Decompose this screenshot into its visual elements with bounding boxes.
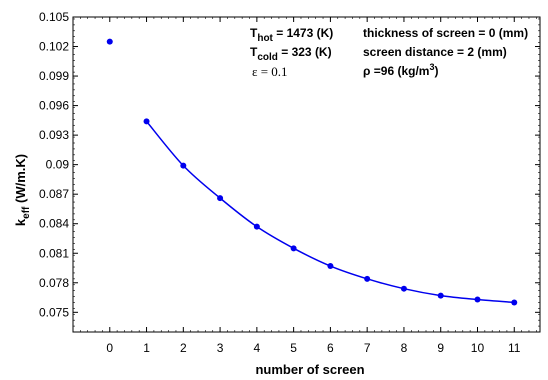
y-tick-label: 0.081 [39,246,69,260]
x-tick-label: 2 [180,341,187,355]
annotation-block: Thot = 1473 (K) Tcold = 323 (K) ε = 0.1 … [250,26,528,79]
annotation-t-cold: Tcold = 323 (K) [250,45,332,63]
y-tick-label: 0.096 [39,99,69,113]
y-axis-title: keff (W/m.K) [13,154,32,226]
annotation-emissivity: ε = 0.1 [252,64,288,79]
x-tick-label: 10 [471,341,485,355]
x-tick-label: 6 [327,341,334,355]
x-tick-label: 0 [106,341,113,355]
series-layer [106,38,518,306]
annotation-t-hot: Thot = 1473 (K) [250,26,333,44]
y-axis-title-sub: eff [21,206,32,219]
plot-frame [72,16,541,333]
data-point [364,275,371,282]
y-tick-label: 0.105 [39,10,69,24]
y-tick-label: 0.093 [39,128,69,142]
plot-border [72,16,541,333]
x-axis: 0 1 2 3 4 5 6 7 8 9 10 11 [106,17,521,355]
x-tick-label: 8 [401,341,408,355]
y-tick-label: 0.075 [39,305,69,319]
x-tick-label: 5 [290,341,297,355]
x-tick-label: 1 [143,341,150,355]
series-line [145,120,515,304]
y-tick-label: 0.09 [46,158,70,172]
data-point [400,285,407,292]
y-axis-title-main: k [13,218,28,226]
data-point [290,245,297,252]
minor-ticks [72,17,540,333]
annotation-density: ρ =96 (kg/m3) [363,62,438,78]
x-tick-label: 4 [254,341,261,355]
y-tick-label: 0.084 [39,217,69,231]
data-point [143,118,150,125]
y-tick-label: 0.078 [39,276,69,290]
data-point [253,223,260,230]
x-tick-label: 9 [437,341,444,355]
y-tick-label: 0.099 [39,69,69,83]
x-tick-label: 3 [217,341,224,355]
annotation-distance: screen distance = 2 (mm) [363,45,507,59]
y-axis: 0.075 0.078 0.081 0.084 0.087 0.09 0.093 0.096 0… [39,10,540,319]
data-point [511,299,518,306]
data-point [180,162,187,169]
data-point [106,38,113,45]
data-point [217,195,224,202]
x-tick-label: 7 [364,341,371,355]
data-point [474,296,481,303]
y-tick-label: 0.087 [39,187,69,201]
x-axis-title: number of screen [255,362,364,377]
x-tick-label: 11 [508,341,521,355]
data-point [327,263,334,270]
y-axis-title-unit: (W/m.K) [13,154,28,207]
data-point [437,292,444,299]
annotation-thickness: thickness of screen = 0 (mm) [363,26,528,40]
y-tick-label: 0.102 [39,40,69,54]
